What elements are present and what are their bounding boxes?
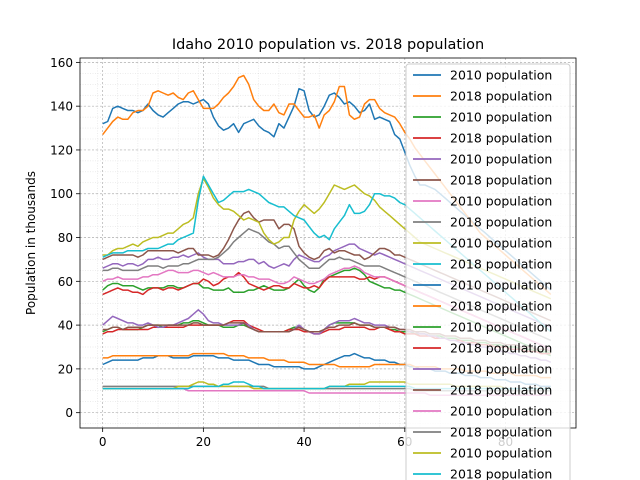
legend-label: 2018 population xyxy=(450,131,552,146)
y-tick-label: 160 xyxy=(50,56,73,70)
legend-box xyxy=(405,63,571,480)
legend-label: 2018 population xyxy=(450,467,552,480)
y-tick-label: 0 xyxy=(65,406,73,420)
y-tick-label: 60 xyxy=(58,275,73,289)
legend-label: 2018 population xyxy=(450,89,552,104)
x-tick-label: 20 xyxy=(196,435,211,449)
legend-label: 2010 population xyxy=(450,68,552,83)
legend-label: 2018 population xyxy=(450,173,552,188)
x-tick-label: 40 xyxy=(296,435,311,449)
legend-label: 2018 population xyxy=(450,341,552,356)
legend-label: 2010 population xyxy=(450,278,552,293)
y-tick-label: 20 xyxy=(58,362,73,376)
legend: 2010 population 2018 population 2010 popul… xyxy=(405,63,571,480)
x-tick-label: 0 xyxy=(99,435,107,449)
legend-label: 2010 population xyxy=(450,362,552,377)
legend-label: 2018 population xyxy=(450,257,552,272)
legend-label: 2010 population xyxy=(450,194,552,209)
legend-label: 2010 population xyxy=(450,404,552,419)
legend-label: 2010 population xyxy=(450,320,552,335)
y-tick-label: 120 xyxy=(50,143,73,157)
legend-label: 2010 population xyxy=(450,236,552,251)
legend-label: 2018 population xyxy=(450,299,552,314)
plot-frame xyxy=(79,57,577,429)
legend-label: 2018 population xyxy=(450,425,552,440)
y-axis-title: Population in thousands xyxy=(24,171,38,315)
y-tick-label: 140 xyxy=(50,100,73,114)
chart-title: Idaho 2010 population vs. 2018 populatio… xyxy=(172,37,484,53)
legend-label: 2018 population xyxy=(450,215,552,230)
y-tick-label: 40 xyxy=(58,319,73,333)
y-tick-label: 100 xyxy=(50,187,73,201)
legend-label: 2010 population xyxy=(450,152,552,167)
legend-label: 2018 population xyxy=(450,383,552,398)
axes: 020406080020406080100120140160 xyxy=(50,56,513,449)
y-tick-label: 80 xyxy=(58,231,73,245)
legend-label: 2010 population xyxy=(450,446,552,461)
legend-label: 2010 population xyxy=(450,110,552,125)
